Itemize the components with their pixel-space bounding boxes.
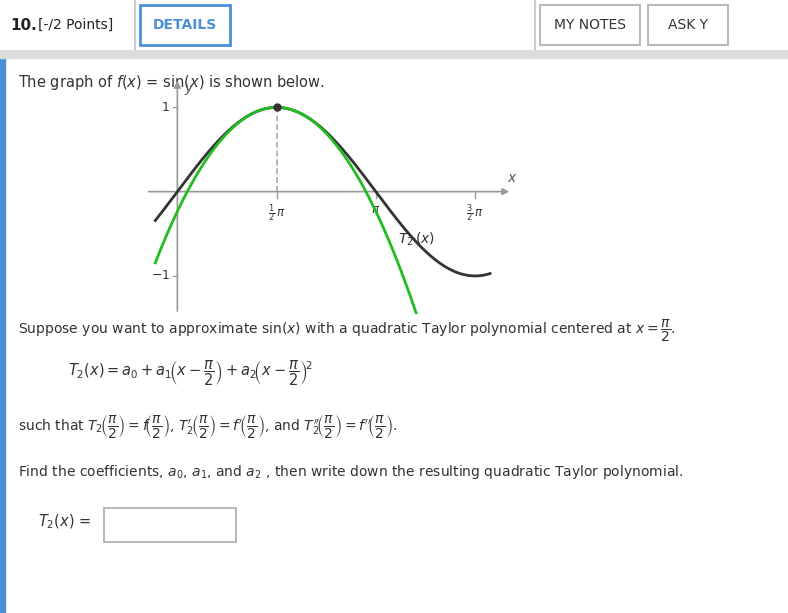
Text: $-1$: $-1$	[151, 270, 169, 283]
Text: $\frac{3}{2}\,\pi$: $\frac{3}{2}\,\pi$	[466, 202, 484, 224]
FancyBboxPatch shape	[104, 508, 236, 542]
Text: MY NOTES: MY NOTES	[554, 18, 626, 32]
FancyBboxPatch shape	[540, 5, 640, 45]
Text: DETAILS: DETAILS	[153, 18, 217, 32]
Text: $\frac{1}{2}\,\pi$: $\frac{1}{2}\,\pi$	[268, 202, 285, 224]
Text: $T_2(x) = a_0 + a_1\!\left(x - \dfrac{\pi}{2}\right) + a_2\!\left(x - \dfrac{\pi: $T_2(x) = a_0 + a_1\!\left(x - \dfrac{\p…	[68, 358, 313, 387]
FancyBboxPatch shape	[648, 5, 728, 45]
Text: $\pi$: $\pi$	[371, 202, 381, 216]
FancyBboxPatch shape	[140, 5, 230, 45]
Text: such that $T_2\!\left(\dfrac{\pi}{2}\right) = f\!\left(\dfrac{\pi}{2}\right)$, $: such that $T_2\!\left(\dfrac{\pi}{2}\rig…	[18, 413, 398, 440]
Text: [-/2 Points]: [-/2 Points]	[38, 18, 113, 32]
Text: $T_2\,(x)$: $T_2\,(x)$	[399, 231, 436, 248]
Text: Suppose you want to approximate sin$(x)$ with a quadratic Taylor polynomial cent: Suppose you want to approximate sin$(x)$…	[18, 318, 676, 345]
Text: ASK Y: ASK Y	[668, 18, 708, 32]
Text: 10.: 10.	[10, 18, 37, 32]
Text: Find the coefficients, $a_0$, $a_1$, and $a_2$ , then write down the resulting q: Find the coefficients, $a_0$, $a_1$, and…	[18, 463, 683, 481]
Text: 1: 1	[162, 101, 169, 114]
Bar	[0, 50, 788, 58]
Text: $x$: $x$	[507, 171, 518, 185]
Text: $T_2(x)$ =: $T_2(x)$ =	[38, 513, 91, 531]
Bar	[0, 50, 5, 613]
Text: $y$: $y$	[184, 82, 195, 97]
Text: The graph of $f(x)$ = sin$(x)$ is shown below.: The graph of $f(x)$ = sin$(x)$ is shown …	[18, 74, 325, 92]
